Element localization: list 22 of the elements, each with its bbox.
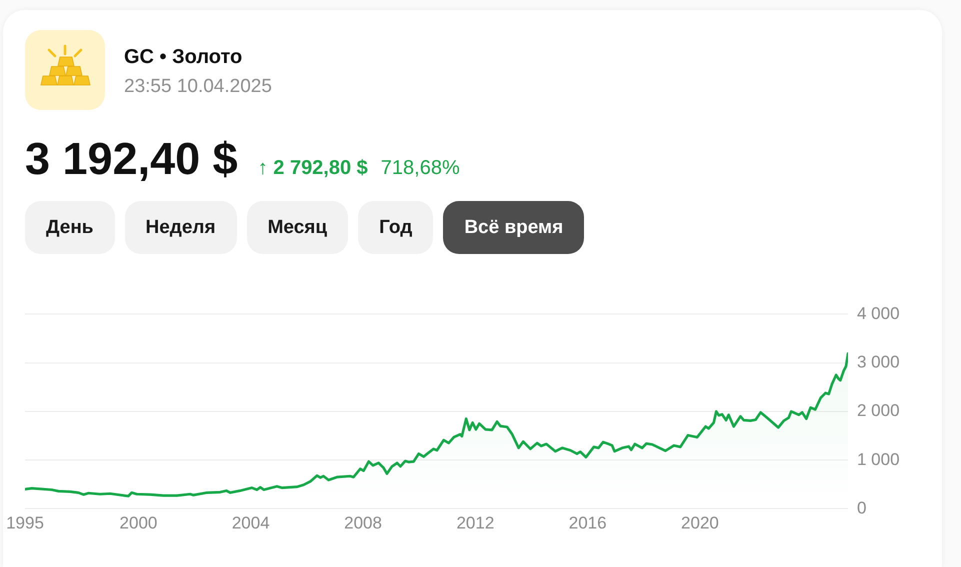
y-tick-label: 4 000 [857,304,900,323]
period-button[interactable]: Год [358,201,434,254]
y-tick-label: 0 [857,498,866,518]
period-button[interactable]: День [25,201,114,254]
chart-subtitle: 23:55 10.04.2025 [124,75,272,99]
y-tick-label: 3 000 [857,352,900,372]
chart-title: GC • Золото [124,45,242,69]
y-tick-label: 2 000 [857,401,900,420]
period-button[interactable]: Месяц [246,201,348,254]
x-tick-label: 2012 [456,514,494,533]
x-tick-label: 2008 [344,514,382,533]
x-tick-label: 2004 [232,514,270,533]
text: ↑ 2 792,80 $ [258,157,368,180]
y-tick-label: 1 000 [857,450,900,469]
text: 3 192,40 $ [25,133,238,185]
text: 718,68% [380,157,460,180]
x-tick-label: 2016 [568,514,607,533]
x-tick-label: 2000 [120,514,158,533]
period-button[interactable]: Неделя [124,201,237,254]
x-tick-label: 1995 [6,514,44,533]
x-tick-label: 2020 [681,514,719,533]
period-button[interactable]: Всё время [443,201,584,254]
